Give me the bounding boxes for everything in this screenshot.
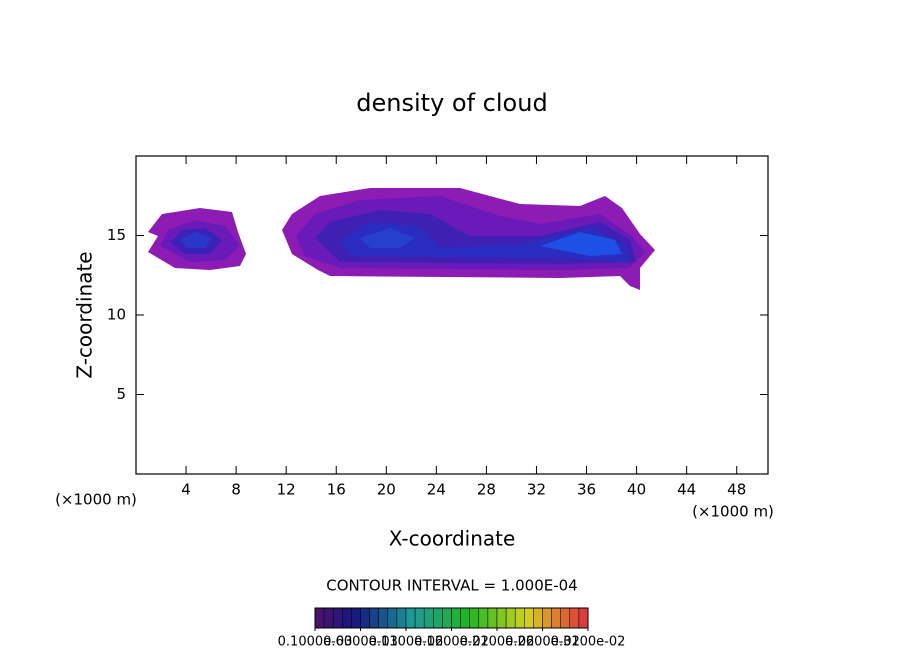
colorbar-swatch (433, 607, 443, 629)
colorbar-swatch (487, 607, 498, 629)
colorbar-swatch (533, 607, 543, 629)
x-tick-label: 8 (231, 481, 241, 499)
x-tick-label: 12 (277, 481, 296, 499)
annotation: CONTOUR INTERVAL = 1.000E-04 (326, 577, 577, 595)
colorbar-swatch (396, 607, 407, 629)
x-tick-label: 20 (377, 481, 396, 499)
chart-title: density of cloud (356, 89, 547, 117)
colorbar-swatch (414, 607, 425, 629)
x-unit: (×1000 m) (55, 491, 137, 509)
colorbar-swatch (323, 607, 334, 629)
colorbar-swatch (378, 607, 389, 629)
colorbar-swatch (569, 607, 580, 629)
colorbar-swatch (314, 607, 325, 629)
x-unit: (×1000 m) (692, 503, 774, 521)
colorbar-tick-label: 0.1000e-03 (278, 635, 353, 650)
colorbar-swatch (469, 607, 480, 629)
colorbar-swatch (332, 607, 343, 629)
colorbar-tick-label: 0.1600e-02 (414, 635, 489, 650)
colorbar-swatch (451, 607, 461, 629)
colorbar-tick-label: 0.3100e-02 (551, 635, 626, 650)
x-tick-label: 24 (427, 481, 446, 499)
colorbar-swatch (360, 607, 370, 629)
x-tick-label: 36 (577, 481, 596, 499)
colorbar-swatch (514, 607, 525, 629)
colorbar-swatch (542, 607, 552, 629)
x-tick-label: 48 (727, 481, 746, 499)
colorbar-swatch (551, 607, 561, 629)
x-tick-label: 40 (627, 481, 646, 499)
x-axis-label: X-coordinate (389, 527, 516, 551)
colorbar-swatch (405, 607, 416, 629)
y-tick-label: 5 (116, 385, 126, 403)
colorbar-swatch (423, 607, 434, 629)
colorbar: 0.1000e-030.6000e-030.1100e-020.1600e-02… (278, 607, 626, 650)
y-tick-label: 15 (107, 226, 126, 244)
colorbar-tick-label: 0.2100e-02 (460, 635, 535, 650)
colorbar-swatch (524, 607, 534, 629)
colorbar-swatch (460, 607, 470, 629)
colorbar-tick-label: 0.2600e-02 (505, 635, 580, 650)
y-tick-label: 10 (107, 306, 126, 324)
colorbar-swatch (478, 607, 489, 629)
colorbar-swatch (387, 607, 398, 629)
colorbar-tick-label: 0.6000e-03 (323, 635, 398, 650)
colorbar-swatch (342, 607, 352, 629)
colorbar-swatch (442, 607, 452, 629)
colorbar-swatch (351, 607, 361, 629)
x-tick-label: 16 (327, 481, 346, 499)
colorbar-swatch (505, 607, 516, 629)
x-tick-label: 4 (181, 481, 191, 499)
y-axis-label: Z-coordinate (73, 251, 97, 378)
x-tick-label: 32 (527, 481, 546, 499)
colorbar-swatch (496, 607, 507, 629)
colorbar-swatch (578, 607, 589, 629)
x-tick-label: 44 (677, 481, 696, 499)
colorbar-swatch (369, 607, 379, 629)
x-tick-label: 28 (477, 481, 496, 499)
colorbar-swatch (560, 607, 571, 629)
colorbar-tick-label: 0.1100e-02 (369, 635, 444, 650)
contour-field (148, 188, 655, 290)
